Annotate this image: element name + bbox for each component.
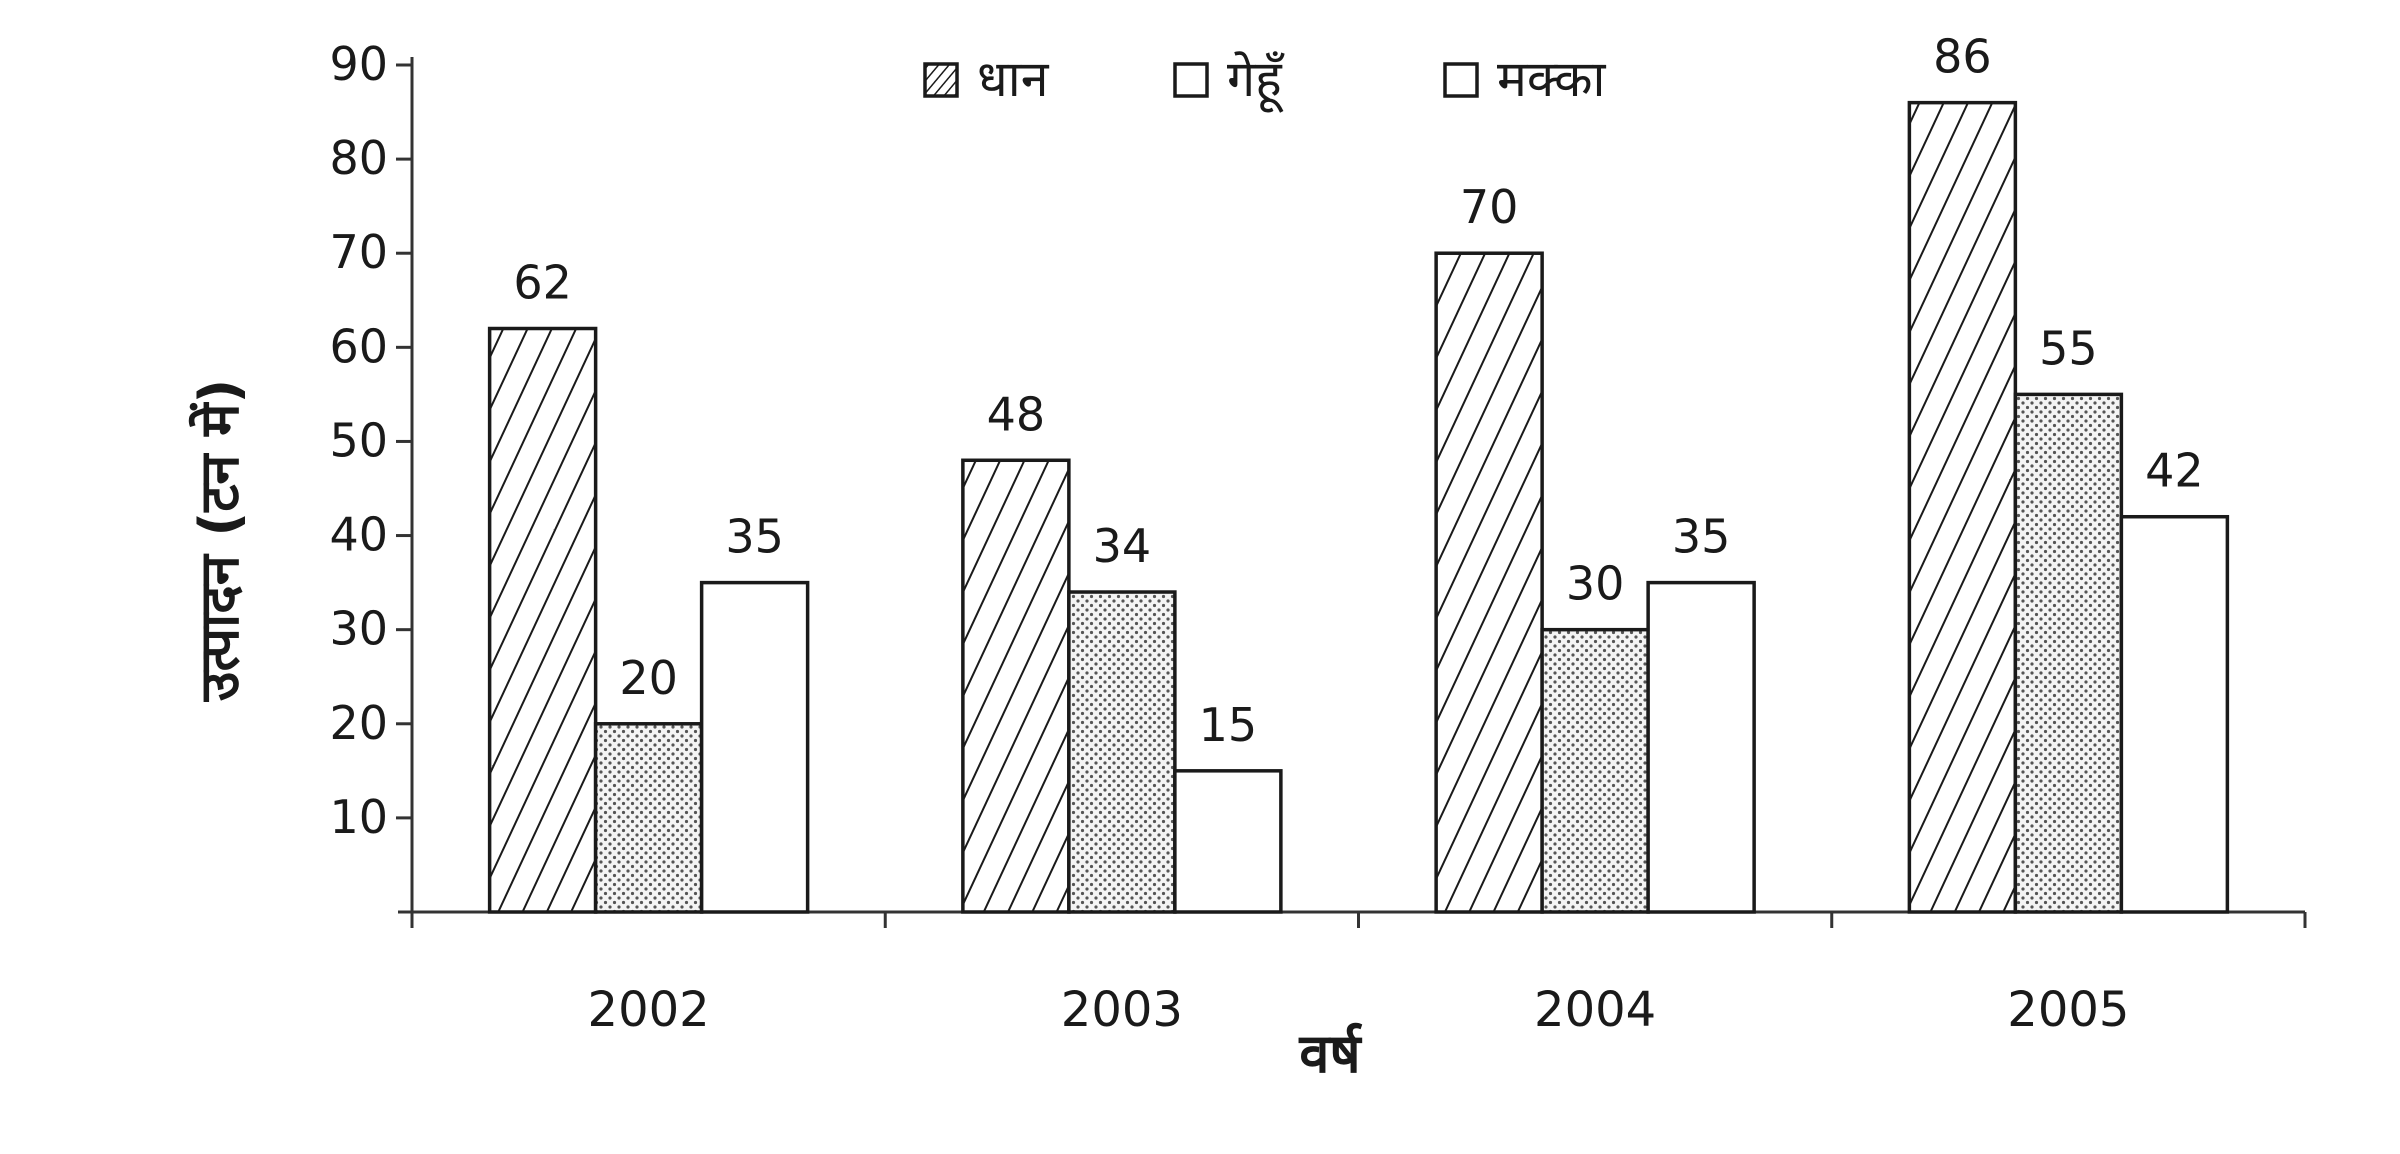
x-tick-label: 2005 [2007,982,2129,1038]
legend-swatch [1173,62,1209,98]
bar-value-label: 62 [513,256,572,310]
bar [2013,392,2124,914]
x-axis-title: वर्ष [1298,1022,1362,1085]
bar-series-group [487,100,2230,914]
y-tick-label: 60 [329,319,388,373]
x-axis: 2002 2003 2004 2005 [398,910,2307,1038]
bar-value-label: 15 [1199,698,1258,752]
bar [2119,514,2230,914]
legend-label: गेहूँ [1227,50,1285,113]
y-tick-label: 80 [329,131,388,185]
data-labels-group: 62 20 35 48 34 15 70 30 35 86 55 42 [513,30,2203,752]
bar-value-label: 86 [1933,30,1992,84]
x-tick-label: 2003 [1061,982,1183,1038]
bar-value-label: 48 [987,387,1046,441]
bar [961,458,1071,914]
y-tick-label: 30 [329,602,388,656]
bar-value-label: 35 [1672,510,1731,564]
x-tick-label: 2004 [1534,982,1656,1038]
bar [699,580,810,914]
legend-swatch [923,62,959,98]
bar-value-label: 55 [2039,321,2098,375]
bar [487,326,598,914]
y-axis-title: उत्पादन (टन में) [188,379,251,702]
y-tick-label: 20 [329,696,388,750]
x-tick-label: 2002 [588,982,710,1038]
bar [593,722,704,914]
legend-label: धान [977,50,1050,108]
bar-value-label: 42 [2145,444,2204,498]
bar [1646,580,1756,914]
bar-value-label: 20 [619,651,678,705]
legend-label: मक्का [1497,50,1607,108]
y-tick-label: 70 [329,225,388,279]
legend: धान गेहूँ मक्का [923,50,1607,113]
y-tick-label: 10 [329,790,388,844]
bar-value-label: 70 [1460,180,1519,234]
bar-value-label: 30 [1566,557,1625,611]
bar-value-label: 35 [725,510,784,564]
bar-value-label: 34 [1093,519,1152,573]
bar [1067,590,1177,914]
bar [1173,769,1283,914]
legend-swatch [1443,62,1479,98]
y-tick-label: 40 [329,508,388,562]
y-axis: 10 20 30 40 50 60 70 80 90 [329,37,414,912]
y-tick-label: 50 [329,413,388,467]
y-tick-label: 90 [329,37,388,91]
bar [1907,100,2018,914]
bar [1434,251,1544,914]
bar [1540,627,1650,914]
